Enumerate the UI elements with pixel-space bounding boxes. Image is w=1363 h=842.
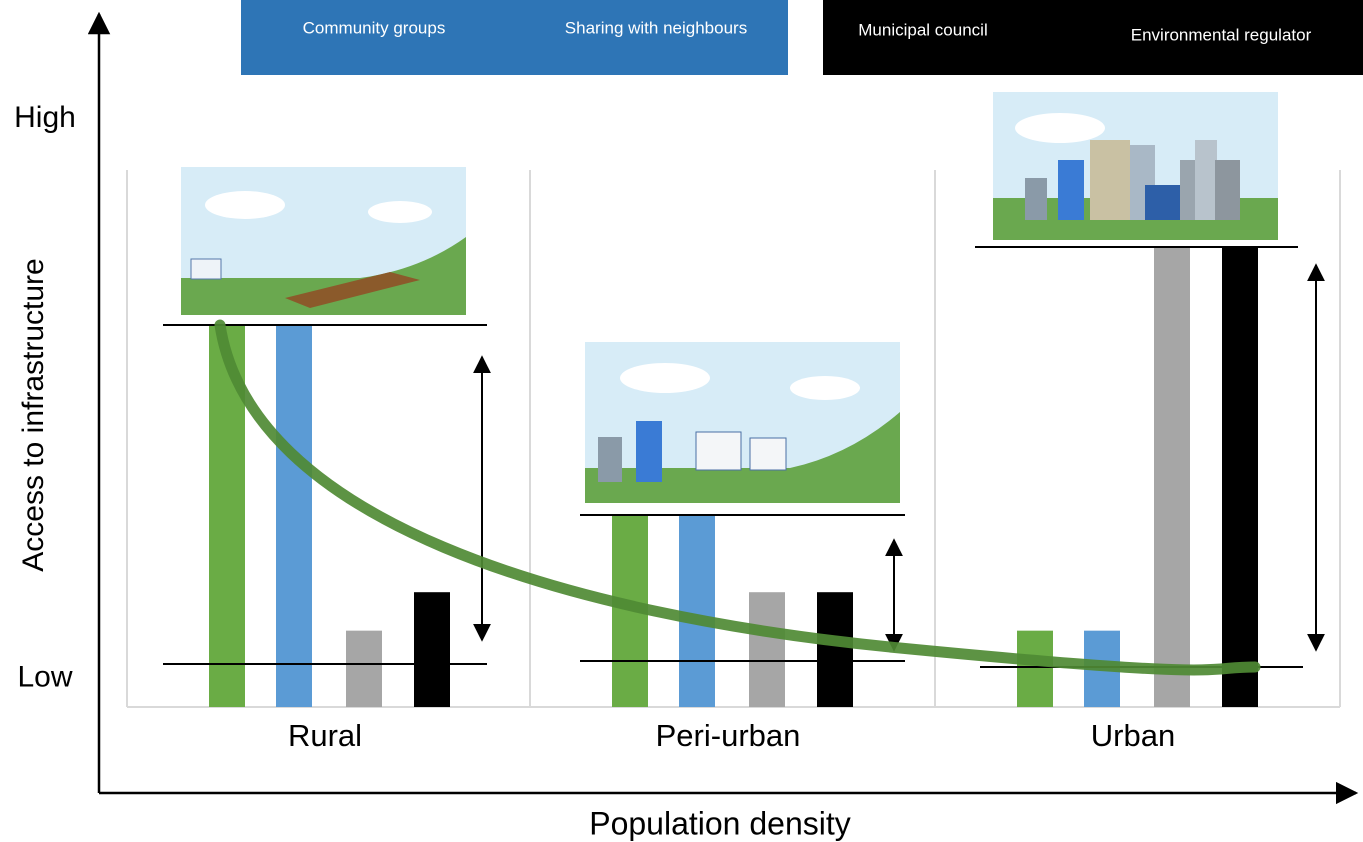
- peri-urban-scene: [585, 342, 900, 503]
- bar: [817, 592, 853, 707]
- legend-label: Municipal council: [858, 20, 987, 39]
- bar: [414, 592, 450, 707]
- bar: [1222, 247, 1258, 708]
- y-tick-label: High: [14, 101, 76, 134]
- bar: [346, 630, 382, 707]
- legend-label: Community groups: [303, 18, 446, 37]
- urban-scene: [993, 92, 1278, 240]
- legend-label: Sharing with neighbours: [565, 18, 747, 37]
- legend-box: [823, 0, 1363, 75]
- legend-label: Environmental regulator: [1131, 25, 1312, 44]
- y-axis-label: Access to infrastructure: [17, 258, 50, 571]
- legend-box: [241, 0, 788, 75]
- bar: [276, 325, 312, 707]
- x-axis-label: Population density: [589, 805, 851, 841]
- x-tick-label: Peri-urban: [656, 718, 801, 753]
- trend-curve: [214, 319, 1261, 676]
- bar: [1017, 630, 1053, 707]
- rural-scene: [181, 167, 466, 315]
- x-tick-label: Rural: [288, 718, 362, 753]
- x-tick-label: Urban: [1091, 718, 1175, 753]
- bar: [749, 592, 785, 707]
- y-tick-label: Low: [17, 661, 72, 694]
- panels: [126, 170, 1341, 708]
- bar: [679, 515, 715, 707]
- bar: [1154, 247, 1190, 708]
